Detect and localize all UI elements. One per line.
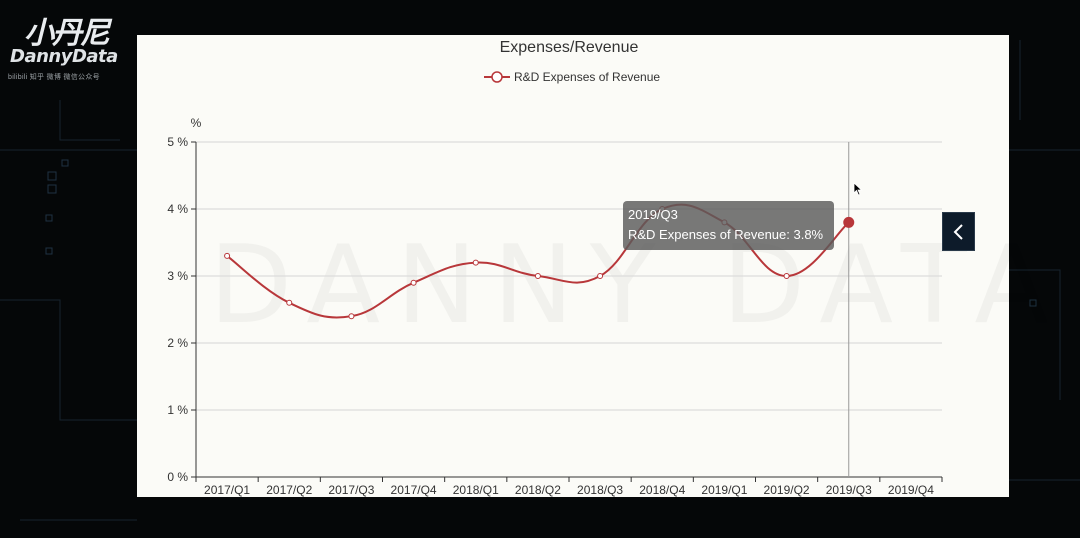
y-axis-label: % <box>191 116 202 130</box>
data-point-highlighted <box>843 216 855 228</box>
x-tick-label: 2018/Q1 <box>453 483 499 497</box>
x-tick-label: 2018/Q4 <box>639 483 685 497</box>
chevron-left-icon <box>953 223 963 240</box>
x-tick-label: 2017/Q4 <box>391 483 437 497</box>
data-point <box>783 273 790 279</box>
y-tick-label: 1 % <box>167 403 188 417</box>
data-point <box>410 279 417 286</box>
tooltip-title: 2019/Q3 <box>628 207 678 222</box>
brand-logo: 小丹尼 DannyData bilibili 知乎 微博 微信公众号 <box>8 8 138 88</box>
x-tick-label: 2017/Q2 <box>266 483 312 497</box>
mouse-pointer-icon <box>853 182 863 196</box>
chart-tooltip: 2019/Q3 R&D Expenses of Revenue: 3.8% <box>623 201 834 250</box>
data-point <box>534 273 541 279</box>
data-point <box>348 313 355 320</box>
y-tick-label: 4 % <box>167 202 188 216</box>
legend-marker <box>491 71 503 83</box>
x-tick-label: 2018/Q3 <box>577 483 623 497</box>
y-tick-label: 0 % <box>167 470 188 484</box>
data-point <box>224 252 231 259</box>
x-tick-label: 2019/Q3 <box>826 483 872 497</box>
logo-chinese-text: 小丹尼 <box>24 16 110 51</box>
x-tick-label: 2017/Q3 <box>328 483 374 497</box>
x-tick-label: 2019/Q1 <box>701 483 747 497</box>
data-point <box>472 259 479 266</box>
data-point <box>597 273 604 279</box>
x-tick-label: 2017/Q1 <box>204 483 250 497</box>
x-tick-label: 2019/Q2 <box>764 483 810 497</box>
logo-english-text: DannyData <box>10 46 118 67</box>
data-point <box>286 299 293 306</box>
collapse-panel-button[interactable] <box>942 212 975 251</box>
line-chart[interactable]: Expenses/Revenue R&D Expenses of Revenue%… <box>137 35 1009 497</box>
y-tick-label: 3 % <box>167 269 188 283</box>
legend-label: R&D Expenses of Revenue <box>514 70 660 84</box>
x-tick-label: 2018/Q2 <box>515 483 561 497</box>
chart-title: Expenses/Revenue <box>500 39 639 56</box>
y-tick-label: 2 % <box>167 336 188 350</box>
tooltip-value: R&D Expenses of Revenue: 3.8% <box>628 227 824 242</box>
x-tick-label: 2019/Q4 <box>888 483 934 497</box>
logo-social-line: bilibili 知乎 微博 微信公众号 <box>8 74 100 81</box>
y-tick-label: 5 % <box>167 135 188 149</box>
